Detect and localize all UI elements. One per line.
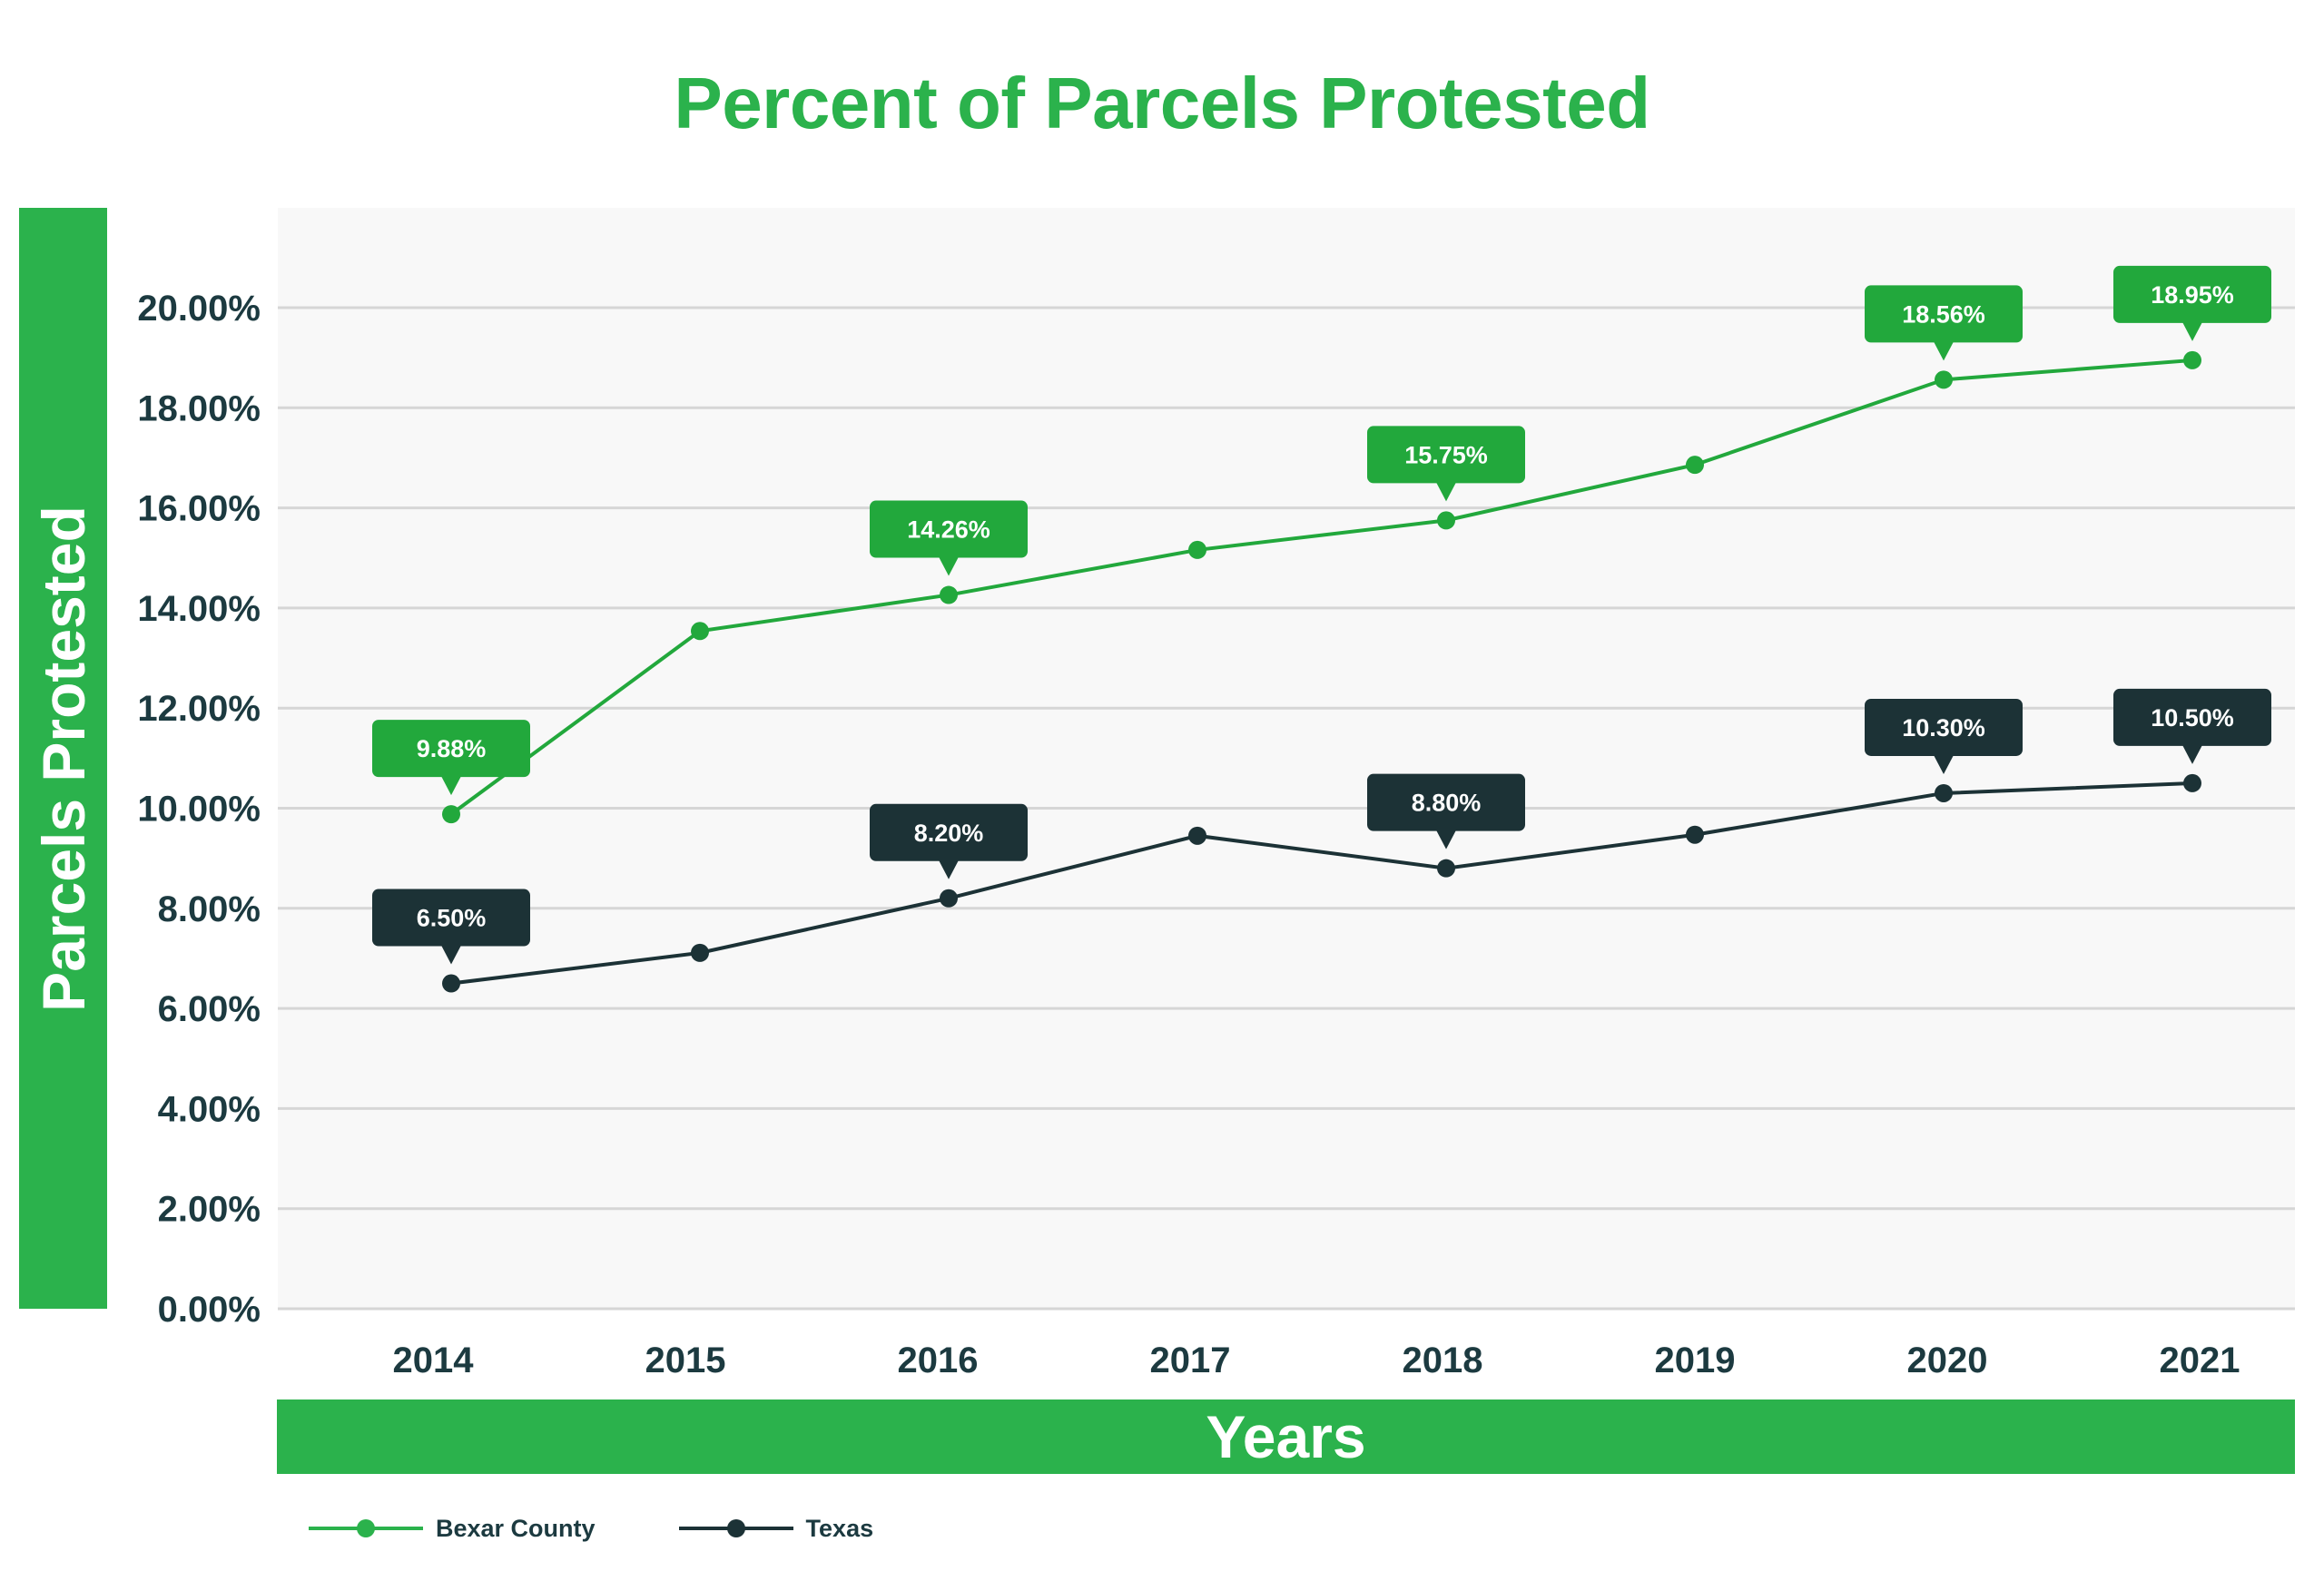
- data-label-box: [1865, 698, 2023, 756]
- data-point-texas[interactable]: [691, 943, 709, 962]
- data-label-text: 10.50%: [2151, 704, 2234, 732]
- data-point-texas[interactable]: [1686, 825, 1704, 844]
- data-label-box: [1367, 773, 1525, 831]
- data-label-texas: 6.50%: [372, 889, 530, 965]
- y-tick-label: 20.00%: [137, 289, 261, 329]
- y-tick-label: 14.00%: [137, 589, 261, 629]
- legend-item-bexar-county[interactable]: Bexar County: [309, 1508, 596, 1548]
- data-point-texas[interactable]: [1188, 826, 1206, 845]
- data-label-box: [1865, 285, 2023, 343]
- data-point-texas[interactable]: [442, 974, 460, 993]
- legend-label: Texas: [805, 1514, 874, 1542]
- legend-label: Bexar County: [436, 1514, 596, 1542]
- x-tick-label: 2014: [393, 1341, 475, 1380]
- data-label-pointer: [441, 776, 461, 796]
- data-label-text: 8.20%: [914, 820, 984, 847]
- series-lines: [449, 358, 2193, 986]
- data-label-box: [372, 889, 530, 947]
- y-tick-label: 12.00%: [137, 689, 261, 729]
- data-label-pointer: [1934, 341, 1954, 361]
- y-tick-label: 4.00%: [158, 1089, 261, 1129]
- y-tick-label: 0.00%: [158, 1290, 261, 1330]
- data-label-pointer: [2182, 744, 2202, 764]
- x-axis-title: Years: [1206, 1403, 1366, 1470]
- data-label-text: 10.30%: [1902, 714, 1985, 741]
- data-label-bexar-county: 18.56%: [1865, 285, 2023, 361]
- y-tick-label: 8.00%: [158, 889, 261, 929]
- chart-title: Percent of Parcels Protested: [674, 63, 1650, 143]
- data-point-bexar-county[interactable]: [691, 622, 709, 641]
- data-point-texas[interactable]: [2183, 773, 2201, 792]
- data-point-bexar-county[interactable]: [442, 805, 460, 824]
- data-label-text: 6.50%: [417, 905, 487, 932]
- x-tick-label: 2018: [1403, 1341, 1483, 1380]
- data-label-pointer: [1436, 482, 1456, 502]
- data-label-pointer: [939, 556, 959, 576]
- data-point-bexar-county[interactable]: [1686, 456, 1704, 475]
- y-tick-label: 6.00%: [158, 989, 261, 1029]
- data-label-box: [372, 720, 530, 778]
- data-label-texas: 8.80%: [1367, 773, 1525, 850]
- x-tick-label: 2020: [1907, 1341, 1988, 1380]
- x-tick-label: 2015: [645, 1341, 726, 1380]
- x-axis-ticks: 2014 2015 2016 2017 2018 2019 2020 2021: [393, 1341, 2240, 1380]
- data-label-pointer: [1436, 830, 1456, 850]
- y-tick-label: 2.00%: [158, 1190, 261, 1230]
- data-point-texas[interactable]: [1935, 783, 1953, 802]
- data-point-texas[interactable]: [940, 889, 958, 908]
- legend-line-marker-icon: [309, 1508, 423, 1548]
- data-labels: 9.88% 14.26% 15.75% 18.56% 18.95% 6.50% 8.20% 8…: [372, 265, 2271, 965]
- data-label-texas: 10.30%: [1865, 698, 2023, 774]
- x-tick-label: 2019: [1655, 1341, 1736, 1380]
- data-label-box: [2113, 265, 2271, 323]
- data-label-texas: 8.20%: [870, 803, 1028, 879]
- data-label-pointer: [1934, 754, 1954, 774]
- legend-line-marker-icon: [678, 1508, 793, 1548]
- data-label-bexar-county: 9.88%: [372, 720, 530, 796]
- data-label-bexar-county: 15.75%: [1367, 426, 1525, 502]
- data-label-texas: 10.50%: [2113, 688, 2271, 764]
- legend-item-texas[interactable]: Texas: [678, 1508, 874, 1548]
- data-label-pointer: [939, 859, 959, 879]
- series-line-bexar-county: [449, 358, 2193, 816]
- series-points: [442, 350, 2201, 993]
- data-label-text: 15.75%: [1404, 441, 1488, 468]
- legend: Bexar County Texas: [309, 1508, 957, 1548]
- x-axis-title-bar: Years: [277, 1399, 2295, 1474]
- y-axis-ticks: 0.00% 2.00% 4.00% 6.00% 8.00% 10.00% 12.00% 14.…: [137, 289, 261, 1330]
- data-label-text: 18.95%: [2151, 281, 2234, 309]
- x-tick-label: 2017: [1150, 1341, 1231, 1380]
- data-label-box: [870, 500, 1028, 558]
- data-point-bexar-county[interactable]: [1935, 370, 1953, 389]
- data-label-text: 9.88%: [417, 735, 487, 762]
- data-label-bexar-county: 14.26%: [870, 500, 1028, 576]
- y-axis-title-bar: Parcels Protested: [19, 208, 107, 1309]
- data-label-text: 18.56%: [1902, 300, 1985, 328]
- x-tick-label: 2021: [2160, 1341, 2240, 1380]
- data-point-bexar-county[interactable]: [2183, 350, 2201, 369]
- series-line-texas: [450, 781, 2193, 986]
- data-label-box: [1367, 426, 1525, 484]
- data-point-bexar-county[interactable]: [1437, 511, 1455, 530]
- data-point-bexar-county[interactable]: [940, 585, 958, 604]
- y-tick-label: 16.00%: [137, 489, 261, 529]
- data-label-bexar-county: 18.95%: [2113, 265, 2271, 341]
- data-label-pointer: [441, 945, 461, 965]
- data-label-text: 8.80%: [1412, 790, 1482, 817]
- data-point-texas[interactable]: [1437, 859, 1455, 878]
- data-label-box: [870, 803, 1028, 861]
- y-tick-label: 18.00%: [137, 388, 261, 428]
- data-label-box: [2113, 688, 2271, 746]
- data-point-bexar-county[interactable]: [1188, 540, 1206, 559]
- x-tick-label: 2016: [898, 1341, 979, 1380]
- y-tick-label: 10.00%: [137, 790, 261, 830]
- plot-background: [278, 208, 2295, 1309]
- data-label-text: 14.26%: [907, 516, 990, 544]
- data-label-pointer: [2182, 321, 2202, 341]
